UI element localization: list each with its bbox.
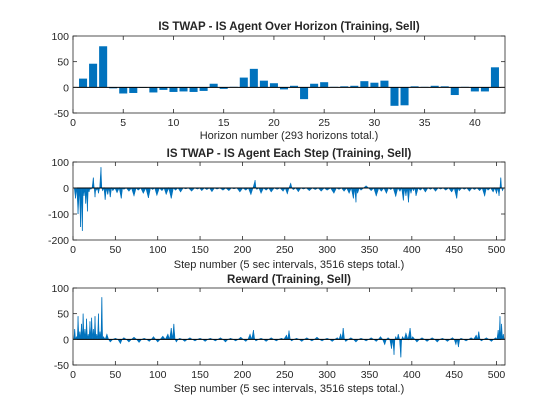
bar xyxy=(380,80,389,88)
bar xyxy=(219,87,228,89)
bar xyxy=(89,63,98,88)
x-axis-label: Step number (5 sec intervals, 3516 steps… xyxy=(174,259,405,271)
x-tick-label: 150 xyxy=(191,244,209,256)
x-tick-label: 100 xyxy=(149,244,167,256)
bar xyxy=(320,82,329,88)
chart-title: IS TWAP - IS Agent Each Step (Training, … xyxy=(167,148,412,160)
bar xyxy=(169,87,178,92)
x-tick-label: 30 xyxy=(369,117,381,129)
y-tick-label: -200 xyxy=(48,235,69,247)
x-tick-label: 250 xyxy=(276,244,294,256)
x-tick-label: 100 xyxy=(149,369,167,381)
x-tick-label: 400 xyxy=(403,244,421,256)
x-tick-label: 50 xyxy=(110,369,122,381)
bar xyxy=(290,85,299,88)
bar xyxy=(249,68,258,88)
y-tick-label: -50 xyxy=(54,108,69,120)
bar xyxy=(340,86,349,88)
x-tick-label: 500 xyxy=(488,244,506,256)
chart-title: IS TWAP - IS Agent Over Horizon (Trainin… xyxy=(158,21,420,33)
bar xyxy=(109,87,118,89)
x-tick-label: 0 xyxy=(70,244,76,256)
x-tick-label: 500 xyxy=(488,369,506,381)
x-tick-label: 20 xyxy=(268,117,280,129)
bar xyxy=(440,86,449,88)
x-tick-label: 450 xyxy=(445,369,463,381)
axes-box xyxy=(72,287,506,366)
x-tick-label: 400 xyxy=(403,369,421,381)
bar xyxy=(129,87,138,93)
x-axis-label: Horizon number (293 horizons total.) xyxy=(200,130,379,142)
y-tick-label: -50 xyxy=(54,360,69,372)
x-tick-label: 15 xyxy=(218,117,230,129)
x-tick-label: 40 xyxy=(469,117,481,129)
bar-series xyxy=(79,46,499,106)
bar xyxy=(400,87,409,106)
bar xyxy=(79,78,88,88)
chart-title: Reward (Training, Sell) xyxy=(227,274,351,286)
x-tick-label: 450 xyxy=(445,244,463,256)
bar xyxy=(159,87,168,90)
y-tick-label: 100 xyxy=(51,283,69,295)
y-tick-label: 0 xyxy=(63,82,69,94)
bar xyxy=(390,87,399,106)
bar xyxy=(199,87,208,91)
x-tick-label: 250 xyxy=(276,369,294,381)
bar xyxy=(410,86,419,88)
axes-horizon-bar: IS TWAP - IS Agent Over Horizon (Trainin… xyxy=(51,21,506,142)
y-tick-label: 0 xyxy=(63,183,69,195)
x-tick-label: 350 xyxy=(361,369,379,381)
x-tick-label: 35 xyxy=(419,117,431,129)
bar xyxy=(209,83,218,88)
axes-step-is: IS TWAP - IS Agent Each Step (Training, … xyxy=(48,148,505,271)
y-tick-label: -100 xyxy=(48,209,69,221)
bar xyxy=(239,77,248,88)
bar xyxy=(360,81,369,88)
bar xyxy=(350,85,359,88)
bar xyxy=(279,87,288,90)
bar xyxy=(430,85,439,88)
x-tick-label: 50 xyxy=(110,244,122,256)
x-tick-label: 300 xyxy=(318,244,336,256)
bar xyxy=(189,87,198,92)
x-tick-label: 5 xyxy=(120,117,126,129)
x-tick-label: 0 xyxy=(70,369,76,381)
axes-box xyxy=(72,35,506,114)
bar xyxy=(269,83,278,88)
y-tick-label: 100 xyxy=(51,31,69,43)
bar xyxy=(490,67,499,88)
bar xyxy=(149,87,158,93)
bar xyxy=(310,83,319,88)
x-tick-label: 200 xyxy=(234,369,252,381)
x-tick-label: 350 xyxy=(361,244,379,256)
y-tick-label: 100 xyxy=(51,157,69,169)
x-tick-label: 150 xyxy=(191,369,209,381)
x-axis-label: Step number (5 sec intervals, 3516 steps… xyxy=(174,383,405,395)
area-fill xyxy=(73,167,505,231)
bar xyxy=(300,87,309,100)
bar xyxy=(480,87,489,92)
y-tick-label: 0 xyxy=(63,334,69,346)
x-tick-label: 300 xyxy=(318,369,336,381)
bar xyxy=(370,82,379,88)
x-tick-label: 200 xyxy=(234,244,252,256)
bar xyxy=(259,80,268,88)
x-tick-label: 10 xyxy=(168,117,180,129)
bar xyxy=(99,46,108,88)
bar xyxy=(179,87,188,92)
bar xyxy=(119,87,128,94)
x-tick-label: 25 xyxy=(318,117,330,129)
y-tick-label: 50 xyxy=(57,57,69,69)
axes-box xyxy=(72,161,506,241)
axes-frame: 0 50 100 150 200 250 300 350 400 450 500 -200 -100 0 1… xyxy=(48,157,505,256)
bar xyxy=(470,87,479,92)
x-tick-label: 0 xyxy=(70,117,76,129)
bar xyxy=(450,87,459,96)
y-tick-label: 50 xyxy=(57,309,69,321)
axes-reward: Reward (Training, Sell) 0 50 100 150 200 250 3… xyxy=(51,274,505,395)
